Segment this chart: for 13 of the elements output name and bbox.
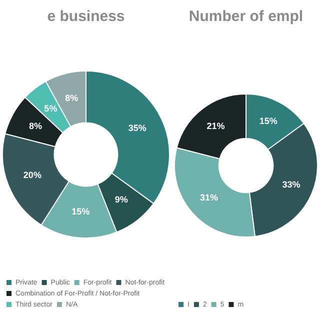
data-label: 35% <box>128 122 146 133</box>
data-label: 31% <box>200 192 218 203</box>
data-label: 8% <box>65 93 78 104</box>
data-label: 5% <box>44 103 58 114</box>
data-label: 15% <box>259 116 278 126</box>
data-label: 15% <box>72 206 90 216</box>
data-label: 20% <box>23 170 42 180</box>
chart-title: Number of empl <box>188 8 304 26</box>
data-label: 33% <box>282 180 300 190</box>
data-label: 8% <box>29 121 42 132</box>
chart-title: e business <box>47 8 125 26</box>
data-label: 9% <box>114 194 128 205</box>
data-label: 21% <box>206 121 225 131</box>
